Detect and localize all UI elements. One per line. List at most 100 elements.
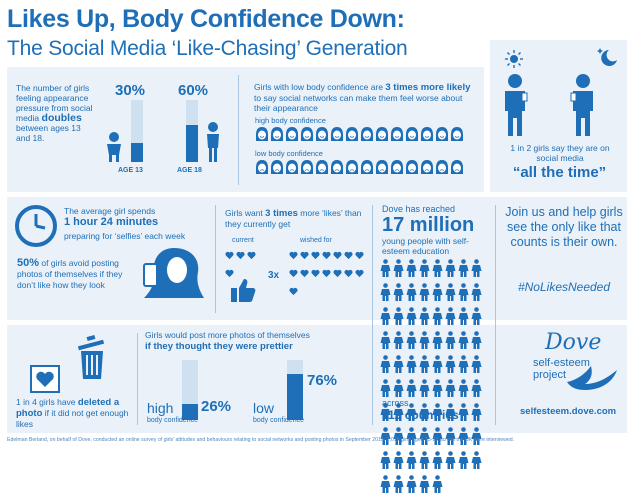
age18-label: AGE 18 [177,167,202,174]
person-icon [445,403,456,421]
age13-label: AGE 13 [118,167,143,174]
person-icon [458,451,469,469]
person-icon [393,355,404,373]
girl-face-icon [376,160,388,174]
high-confidence-faces [255,126,475,144]
high-bar-fill [182,404,198,420]
person-icon [380,283,391,301]
person-icon [406,307,417,325]
girl-face-icon [286,160,298,174]
likes-text: Girls want 3 times more ‘likes’ than the… [225,208,365,229]
girl-face-icon [406,160,418,174]
deleted-text: 1 in 4 girls have deleted a photo if it … [16,397,134,429]
age13-bar-fill [131,143,143,162]
person-icon [380,427,391,445]
person-icon [380,379,391,397]
dove-reach-countries: 112 countries [382,408,459,422]
person-icon [432,259,443,277]
appearance-text-bold: doubles [41,112,82,124]
person-icon [419,451,430,469]
avoid-percent: 50% [17,257,40,269]
person-icon [393,379,404,397]
person-icon [406,451,417,469]
girl-face-icon [436,160,448,174]
selfie-time: 1 hour 24 minutes [64,216,159,228]
appearance-text-before: The number of girls feeling appearance p… [16,83,93,123]
deleted-text-bold: deleted a photo [16,397,120,419]
person-icon [445,283,456,301]
person-icon [471,427,482,445]
person-icon [471,331,482,349]
person-icon [458,283,469,301]
selfie-text-before: The average girl spends [64,206,156,216]
panel-deleted [7,325,627,433]
person-icon [393,475,404,493]
person-icon [458,379,469,397]
person-icon [445,259,456,277]
moon-stars-icon [597,48,617,66]
sun-icon [505,50,523,68]
person-icon [393,427,404,445]
person-icon [419,259,430,277]
brand-url[interactable]: selfesteem.dove.com [520,406,617,417]
girl-face-icon [361,127,373,141]
person-icon [380,355,391,373]
likes-multiplier: 3x [268,270,280,281]
person-icon [419,355,430,373]
person-icon [432,427,443,445]
person-icon [419,307,430,325]
person-icon [458,259,469,277]
divider [495,205,496,425]
person-icon [432,379,443,397]
high-word: high [147,400,174,416]
person-icon [458,307,469,325]
all-the-time-quote: “all the time” [512,164,607,181]
person-icon [393,403,404,421]
girl-face-icon [331,127,343,141]
low-confidence-label: low body confidence [255,149,323,158]
person-icon [419,403,430,421]
girl-face-icon [316,160,328,174]
low-sub: body confidence [253,417,304,424]
heart-icon [225,269,234,278]
wished-likes-label: wished for [300,237,332,244]
person-icon [445,379,456,397]
hashtag: #NoLikesNeeded [517,280,611,294]
current-hearts [224,247,264,278]
deleted-text-after: if it did not get enough likes [16,408,129,429]
person-icon [380,307,391,325]
person-icon [406,331,417,349]
heart-icon [333,269,342,278]
brand-sub1: self-esteem [533,357,590,369]
person-icon [471,355,482,373]
heart-icon [289,287,298,296]
panel-appearance [7,67,484,192]
divider [215,205,216,313]
current-likes-label: current [232,237,254,244]
person-icon [432,451,443,469]
girl-age13-icon [107,132,121,162]
person-icon [471,307,482,325]
thumbs-up-icon [231,279,256,302]
footer-source: Edelman Berland, on behalf of Dove, cond… [7,437,515,443]
girl-face-icon [286,127,298,141]
person-icon [471,403,482,421]
girl-phone-day-icon [505,74,528,136]
heart-icon [225,251,234,260]
person-icon [432,403,443,421]
likes-text-bold: 3 times [265,208,298,219]
prettier-text-bold: if they thought they were prettier [145,341,293,352]
low-confidence-faces [255,159,475,177]
person-icon [406,379,417,397]
person-icon [432,475,443,493]
age18-bar-fill [186,125,198,162]
high-confidence-label: high body confidence [255,116,326,125]
heart-icon [344,251,353,260]
girl-face-icon [451,160,463,174]
person-icon [419,475,430,493]
girl-face-icon [256,127,268,141]
person-icon [406,427,417,445]
divider [137,333,138,425]
avoid-text: of girls avoid posting photos of themsel… [17,258,123,290]
age13-percent: 30% [115,82,146,99]
